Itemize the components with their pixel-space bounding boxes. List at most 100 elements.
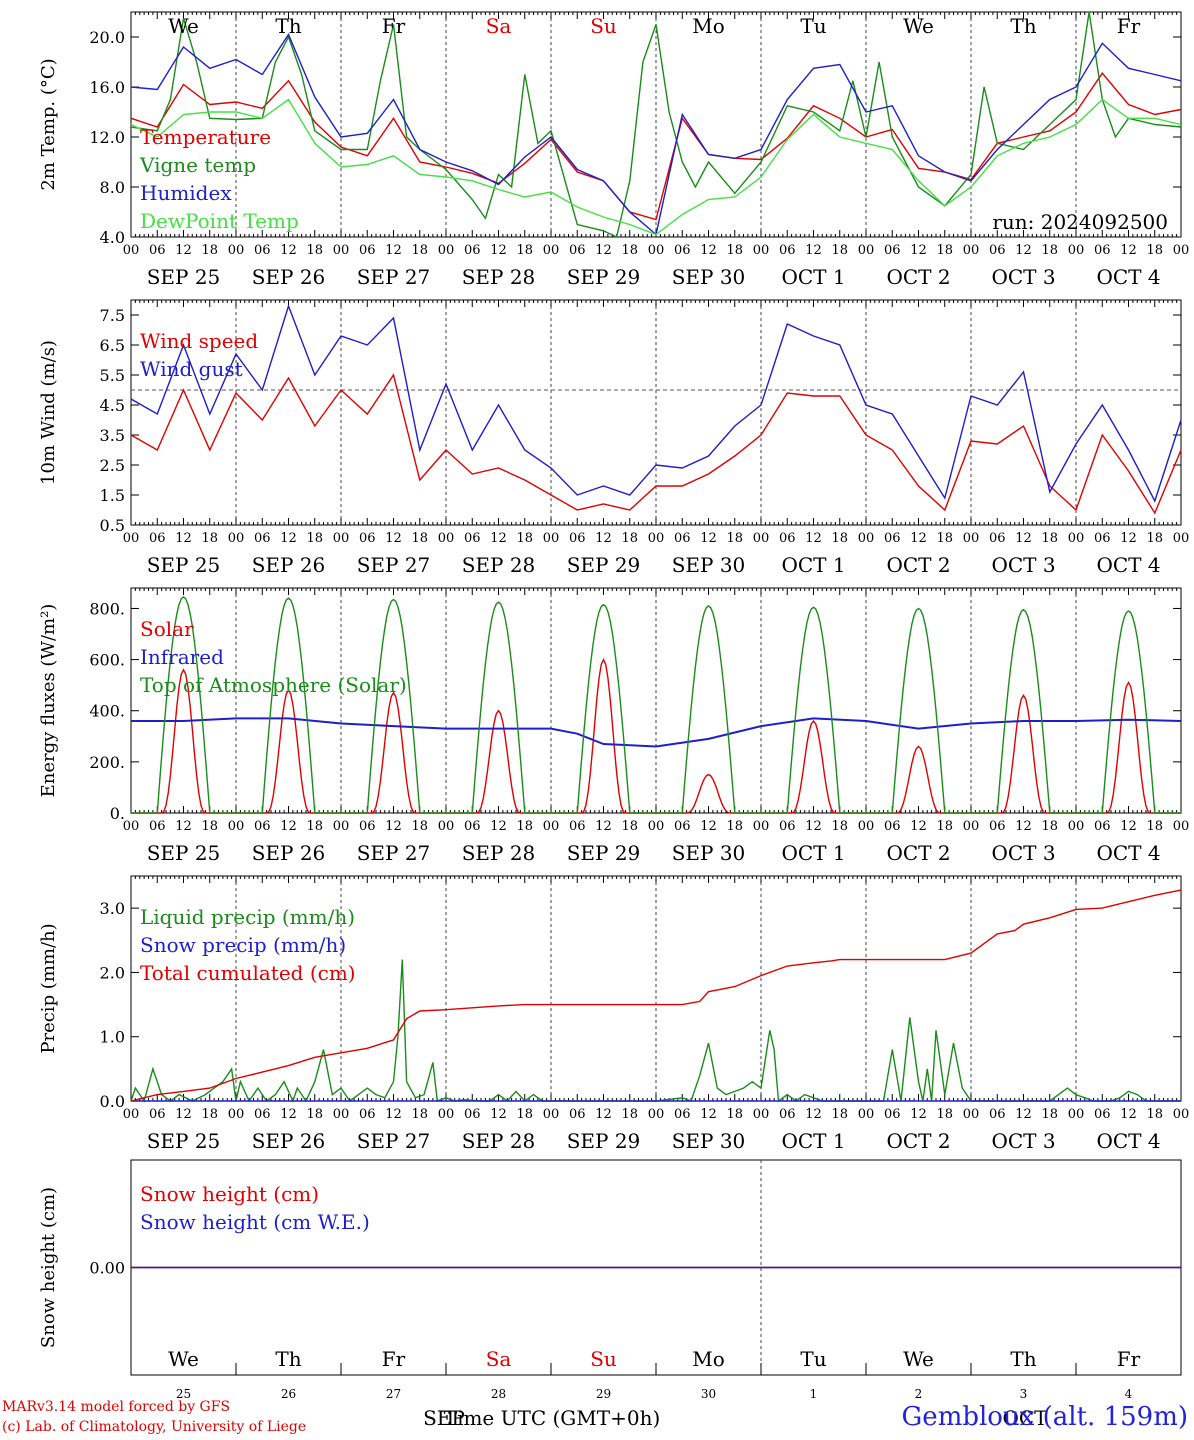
hour-label: 06 — [149, 819, 166, 834]
hour-label: 18 — [411, 819, 428, 834]
hour-label: 00 — [228, 1107, 245, 1122]
y-axis-label: 10m Wind (m/s) — [38, 340, 59, 485]
plot-frame — [130, 299, 1182, 526]
hour-label: 06 — [254, 819, 271, 834]
hour-label: 12 — [805, 1107, 822, 1122]
date-label: SEP 28 — [462, 841, 536, 865]
date-label: SEP 25 — [147, 265, 221, 289]
date-label: SEP 27 — [357, 265, 431, 289]
hour-label: 18 — [411, 1107, 428, 1122]
series-line — [131, 717, 1182, 748]
hour-label: 00 — [1068, 819, 1085, 834]
hour-label: 12 — [805, 819, 822, 834]
hour-label: 00 — [1173, 819, 1190, 834]
series-line — [130, 303, 1182, 503]
hour-label: 18 — [1041, 1107, 1058, 1122]
hour-label: 18 — [201, 531, 218, 546]
run-annotation: run: 2024092500 — [992, 210, 1168, 234]
y-axis-label: Energy fluxes (W/m²) — [38, 604, 59, 798]
hour-label: 00 — [438, 531, 455, 546]
hour-label: 00 — [963, 1107, 980, 1122]
hour-label: 18 — [831, 243, 848, 258]
hour-label: 12 — [1120, 531, 1137, 546]
panel-1: 4.0 8.0 12.0 16.0 20.0 2m Temp. (°C) Temperatu… — [38, 11, 1190, 289]
hour-label: 00 — [963, 243, 980, 258]
date-label: SEP 30 — [672, 841, 746, 865]
hour-label: 06 — [884, 531, 901, 546]
hour-label: 18 — [936, 243, 953, 258]
date-label: OCT 1 — [781, 1129, 845, 1153]
legend-entry: Snow precip (mm/h) — [140, 933, 346, 957]
hour-label: 18 — [726, 1107, 743, 1122]
date-label: SEP 25 — [147, 1129, 221, 1153]
legend-entry: Top of Atmosphere (Solar) — [140, 673, 407, 697]
hour-label: 00 — [333, 1107, 350, 1122]
hour-label: 00 — [753, 1107, 770, 1122]
hour-label: 18 — [306, 1107, 323, 1122]
panel-4: 0.0 1.0 2.0 3.0 Precip (mm/h) Liquid precip (… — [38, 875, 1189, 1153]
hour-label: 18 — [831, 819, 848, 834]
date-label: SEP 28 — [462, 1129, 536, 1153]
hour-label: 06 — [149, 531, 166, 546]
hour-label: 00 — [753, 243, 770, 258]
hour-label: 06 — [1094, 531, 1111, 546]
hour-label: 18 — [936, 1107, 953, 1122]
hour-label: 06 — [569, 1107, 586, 1122]
date-label: OCT 3 — [991, 265, 1055, 289]
legend-entry: Liquid precip (mm/h) — [140, 905, 355, 929]
hour-label: 00 — [333, 819, 350, 834]
hour-label: 00 — [858, 819, 875, 834]
hour-label: 00 — [228, 819, 245, 834]
legend-entry: Snow height (cm) — [140, 1182, 319, 1206]
hour-label: 00 — [543, 819, 560, 834]
weekday-label-bottom: We — [168, 1347, 199, 1371]
hour-label: 12 — [490, 819, 507, 834]
hour-label: 06 — [674, 243, 691, 258]
credit-lab: (c) Lab. of Climatology, University of L… — [2, 1419, 307, 1435]
y-tick-label: 4.0 — [100, 228, 125, 247]
date-label: OCT 1 — [781, 265, 845, 289]
hour-label: 12 — [175, 819, 192, 834]
date-label: SEP 28 — [462, 265, 536, 289]
date-label: OCT 2 — [886, 841, 950, 865]
hour-label: 00 — [1173, 243, 1190, 258]
series-line — [130, 98, 1182, 236]
date-label: SEP 25 — [147, 553, 221, 577]
date-label: SEP 25 — [147, 841, 221, 865]
legend-entry: Humidex — [140, 181, 232, 205]
weekday-label-bottom: Sa — [486, 1347, 512, 1371]
date-label: OCT 4 — [1096, 841, 1160, 865]
panel-5: 0.00 Snow height (cm) Snow height (cm) Snow… — [38, 1159, 1182, 1376]
date-label: OCT 2 — [886, 265, 950, 289]
series-line — [130, 373, 1182, 515]
hour-label: 18 — [1146, 1107, 1163, 1122]
hour-label: 12 — [385, 1107, 402, 1122]
date-label: OCT 2 — [886, 1129, 950, 1153]
hour-label: 00 — [123, 243, 140, 258]
hour-label: 00 — [123, 819, 140, 834]
y-tick-label: 5.5 — [100, 366, 125, 385]
hour-label: 00 — [648, 819, 665, 834]
legend-entry: Wind gust — [140, 357, 243, 381]
series-line — [130, 11, 1182, 239]
hour-label: 12 — [595, 531, 612, 546]
weekday-label-top: Fr — [382, 14, 406, 38]
hour-label: 12 — [1015, 531, 1032, 546]
hour-label: 06 — [779, 243, 796, 258]
panel-3: 0. 200. 400. 600. 800. Energy fluxes (W/m²) So… — [38, 587, 1190, 865]
legend-entry: Infrared — [140, 645, 224, 669]
hour-label: 18 — [726, 531, 743, 546]
hour-label: 18 — [621, 1107, 638, 1122]
weekday-label-top: Th — [275, 14, 301, 38]
hour-label: 18 — [201, 243, 218, 258]
hour-label: 18 — [516, 531, 533, 546]
weekday-label-top: We — [168, 14, 199, 38]
y-tick-label: 2.0 — [100, 963, 125, 982]
hour-label: 06 — [359, 243, 376, 258]
hour-label: 18 — [936, 531, 953, 546]
y-tick-label: 3.5 — [100, 426, 125, 445]
hour-label: 06 — [464, 819, 481, 834]
hour-label: 12 — [280, 1107, 297, 1122]
date-label: OCT 3 — [991, 841, 1055, 865]
